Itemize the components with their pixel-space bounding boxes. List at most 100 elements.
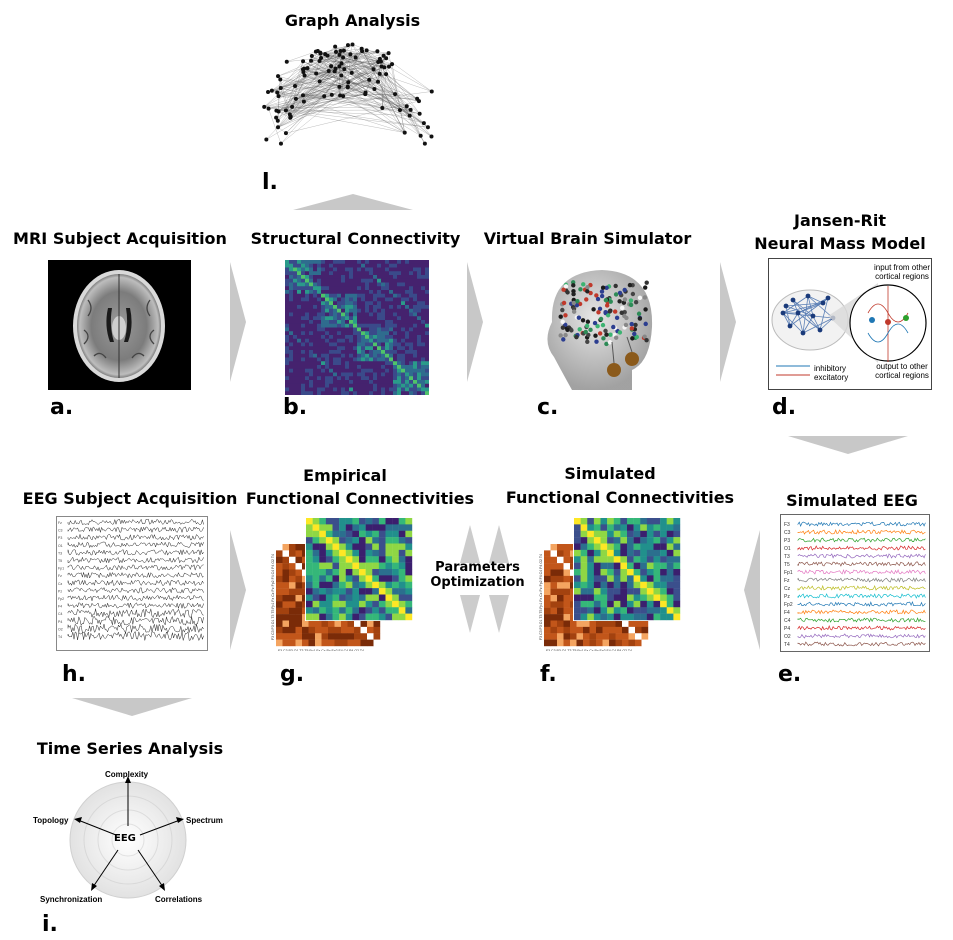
sc-cell — [301, 335, 306, 340]
fc-front-cell — [620, 594, 628, 602]
fc-back-cell — [354, 633, 361, 640]
fc-front-cell — [325, 569, 333, 576]
sc-cell — [393, 353, 398, 358]
sc-cell — [397, 278, 402, 283]
sc-cell — [353, 365, 358, 370]
fc-front-cell — [312, 588, 320, 595]
sc-cell — [333, 263, 338, 268]
sc-cell — [357, 368, 362, 373]
sc-cell — [373, 267, 378, 272]
fc-front-cell — [398, 588, 406, 595]
sc-cell — [297, 353, 302, 358]
sc-cell — [373, 290, 378, 295]
sc-cell — [401, 286, 406, 291]
sc-cell — [289, 263, 294, 268]
fc-front-cell — [398, 549, 406, 557]
fc-front-cell — [666, 524, 674, 531]
sc-cell — [409, 380, 414, 385]
sc-cell — [337, 335, 342, 340]
fc-front-cell — [580, 588, 588, 595]
sc-cell — [405, 391, 410, 395]
fc-front-cell — [325, 549, 333, 557]
sc-cell — [345, 271, 350, 276]
graph-node — [407, 113, 412, 118]
fc-front-cell — [398, 537, 406, 544]
fc-front-cell — [580, 569, 588, 576]
tvb-node — [643, 321, 648, 327]
tvb-node — [632, 331, 637, 337]
fc-back-cell — [602, 639, 610, 647]
fc-front-cell — [627, 518, 634, 525]
sc-cell — [337, 297, 342, 302]
sc-cell — [333, 338, 338, 343]
fc-front-cell — [319, 518, 327, 525]
sc-cell — [325, 323, 330, 328]
tvb-node — [607, 309, 613, 314]
sc-cell — [349, 305, 354, 310]
sc-cell — [337, 353, 342, 358]
sc-cell — [425, 271, 429, 276]
sc-cell — [381, 368, 386, 373]
fc-front-cell — [405, 549, 413, 557]
sc-cell — [289, 368, 294, 373]
graph-node — [325, 53, 330, 58]
jr-output-text-2: cortical regions — [875, 371, 929, 380]
sc-cell — [341, 263, 346, 268]
sc-cell — [417, 350, 422, 355]
fc-back-cell — [576, 633, 584, 640]
sc-cell — [357, 301, 362, 306]
sc-cell — [353, 342, 358, 347]
graph-edge — [361, 51, 401, 111]
fc-front-cell — [365, 524, 373, 531]
fc-front-cell — [640, 607, 648, 614]
sc-cell — [313, 353, 318, 358]
sc-cell — [409, 278, 414, 283]
sc-cell — [421, 286, 426, 291]
fc-front-cell — [613, 543, 621, 551]
fc-front-cell — [673, 524, 681, 531]
sc-cell — [425, 346, 429, 351]
sc-cell — [309, 387, 314, 392]
sc-cell — [389, 260, 394, 265]
sc-cell — [413, 301, 418, 306]
fc-back-cell — [563, 607, 571, 615]
fc-back-cell — [295, 607, 303, 615]
sc-cell — [377, 286, 382, 291]
fc-back-cell — [563, 544, 571, 551]
sc-cell — [337, 286, 342, 291]
sc-cell — [293, 278, 298, 283]
sc-cell — [301, 301, 306, 306]
sim-eeg-trace — [797, 617, 926, 623]
sc-cell — [393, 380, 398, 385]
sc-cell — [421, 271, 426, 276]
sc-cell — [417, 323, 422, 328]
sim-eeg-trace — [797, 545, 926, 551]
fc-back-cell — [315, 626, 322, 634]
fc-front-cell — [620, 562, 628, 570]
sc-cell — [413, 391, 418, 395]
graph-node — [262, 104, 267, 109]
sc-cell — [301, 376, 306, 381]
sc-cell — [349, 327, 354, 332]
graph-node — [376, 79, 381, 84]
fc-front-cell — [633, 600, 641, 608]
sc-cell — [425, 260, 429, 265]
fc-front-cell — [385, 607, 393, 614]
sc-cell — [309, 267, 314, 272]
sc-cell — [425, 297, 429, 302]
fc-front-cell — [653, 600, 661, 608]
sc-cell — [393, 342, 398, 347]
fc-front-cell — [627, 537, 634, 544]
jr-node — [780, 310, 786, 316]
sc-cell — [305, 286, 310, 291]
sc-cell — [357, 338, 362, 343]
fc-front-cell — [385, 530, 393, 538]
fc-front-cell — [339, 562, 346, 570]
sc-cell — [341, 335, 346, 340]
sc-cell — [389, 308, 394, 313]
sc-cell — [325, 331, 330, 336]
fc-front-cell — [332, 537, 340, 544]
fc-back-cell — [276, 556, 283, 564]
graph-node — [275, 125, 280, 130]
fc-front-cell — [385, 569, 393, 576]
